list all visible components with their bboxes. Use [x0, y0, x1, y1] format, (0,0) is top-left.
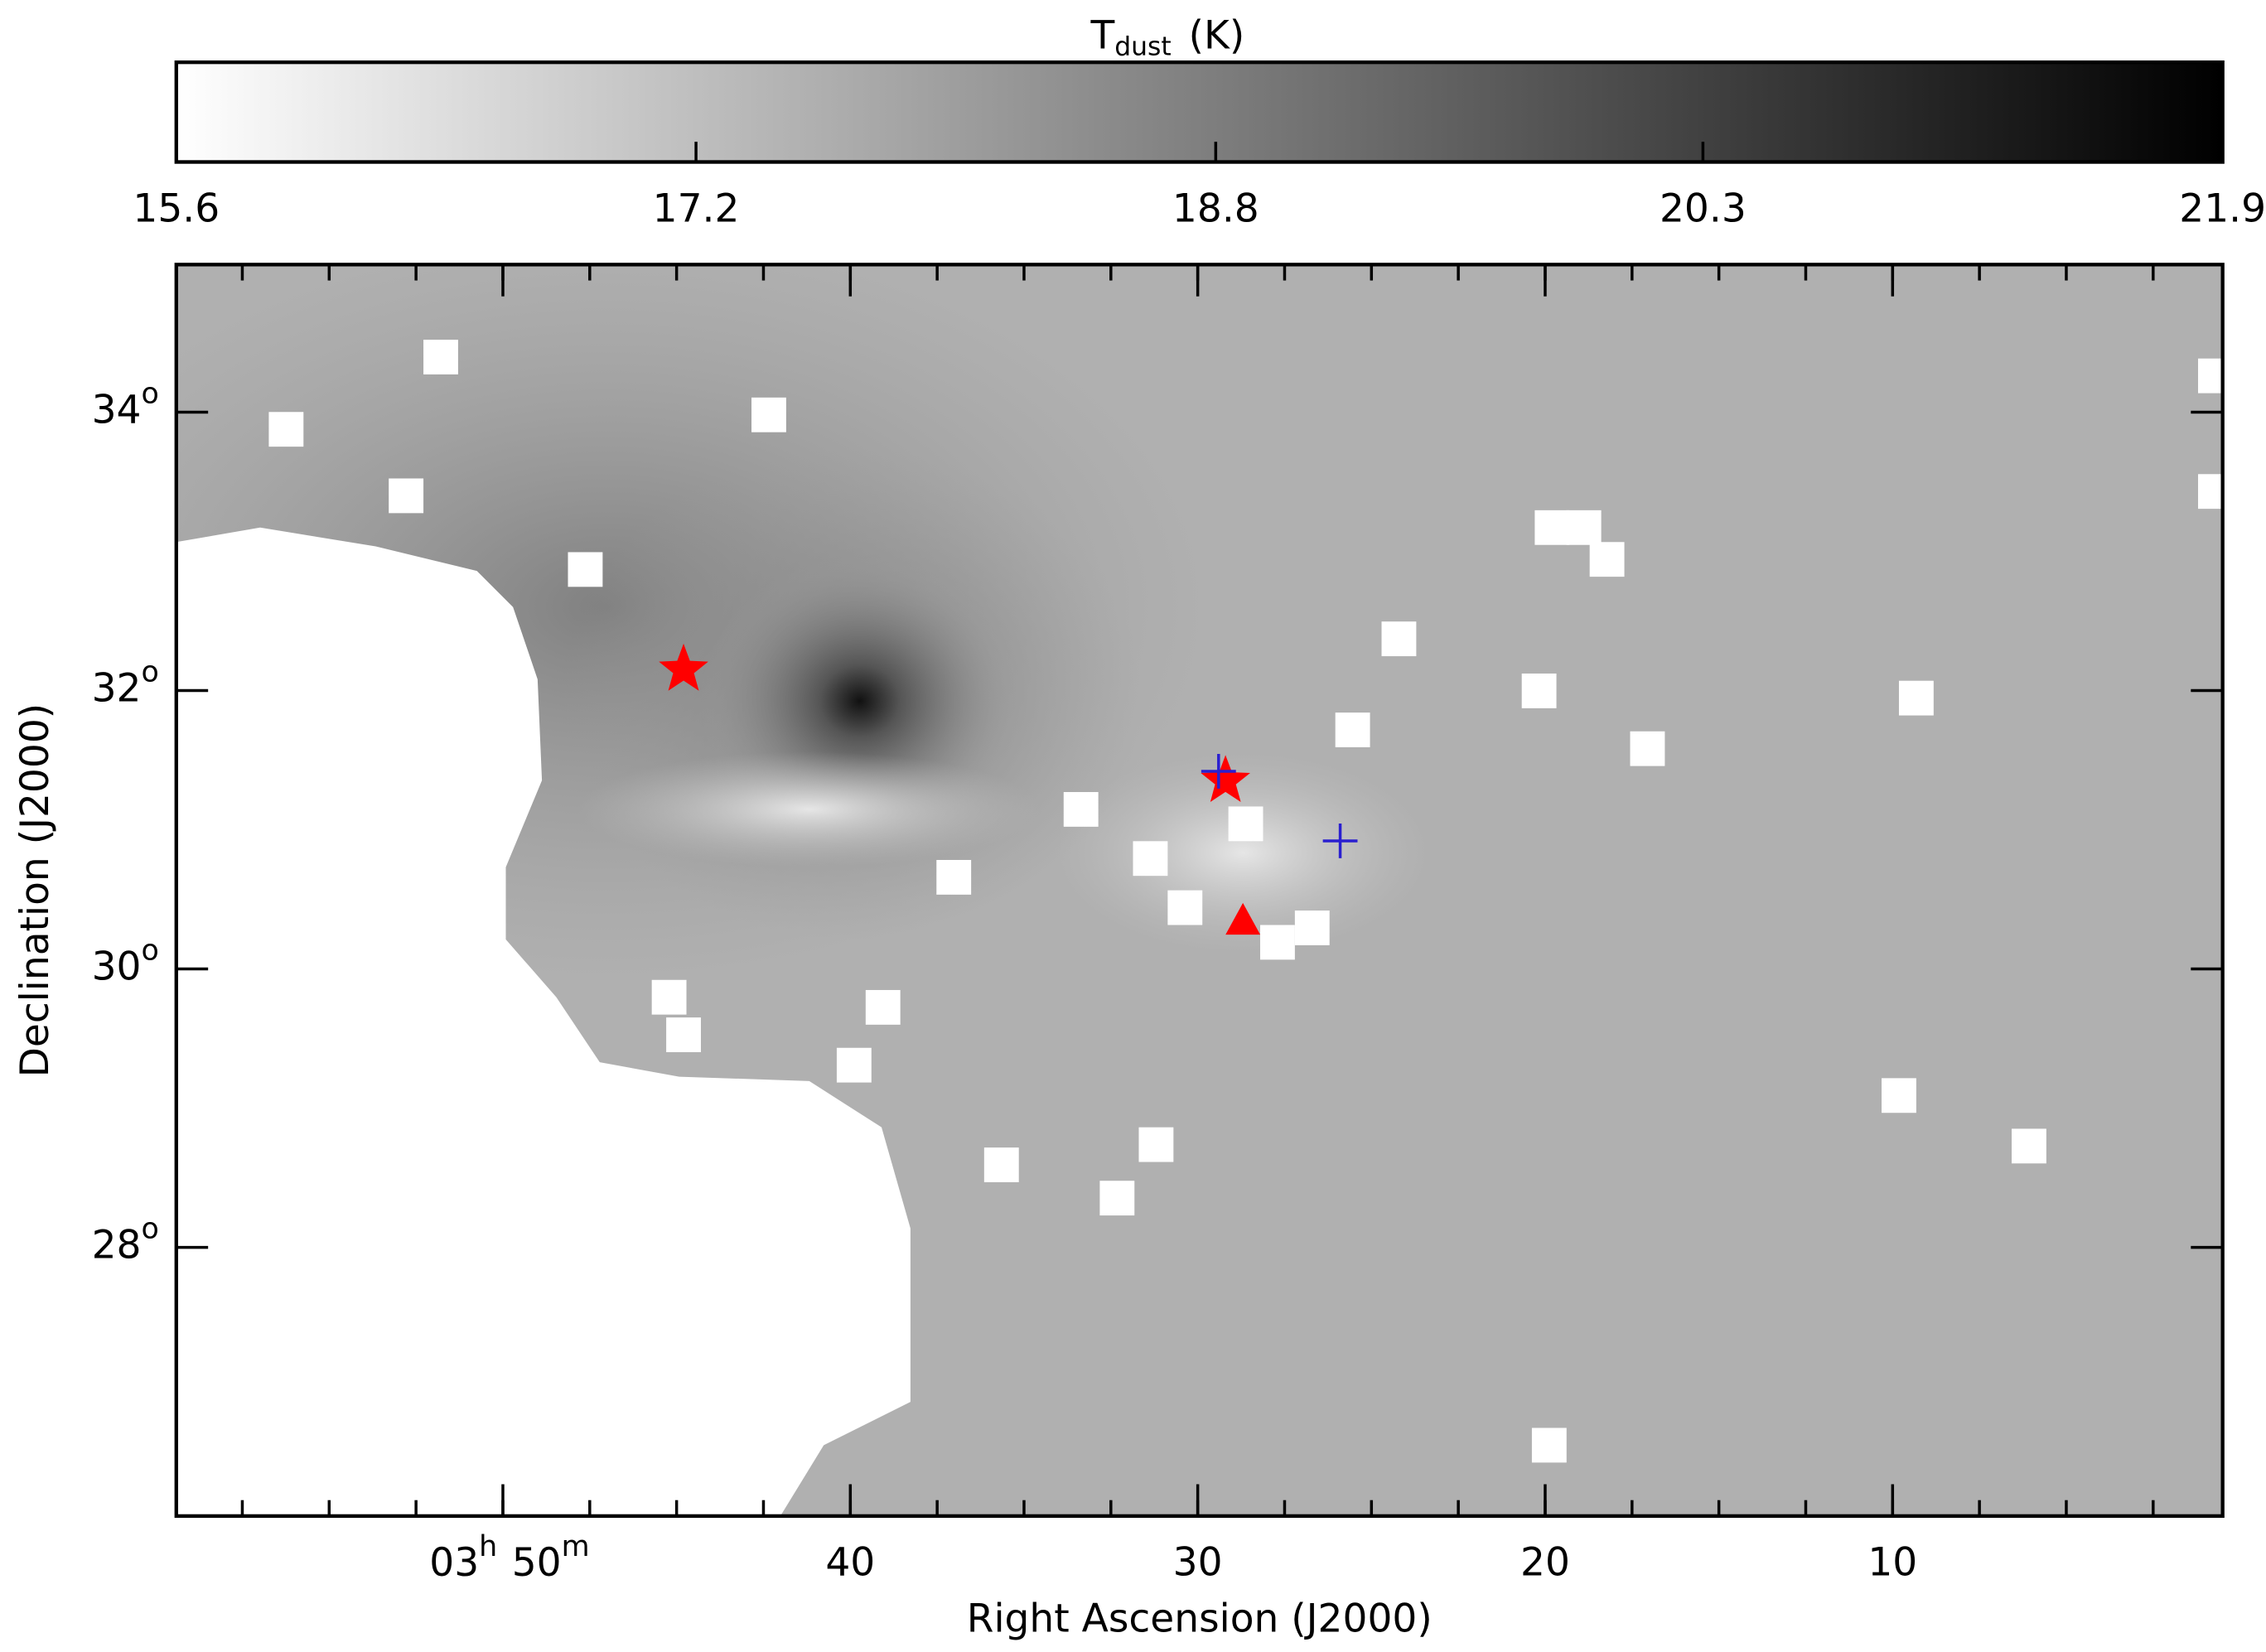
star-marker: [1201, 755, 1250, 803]
x-tick-label: 20: [1520, 1540, 1570, 1586]
x-tick-label: 30: [1173, 1540, 1223, 1586]
triangle-marker: [1225, 902, 1261, 935]
y-tick-label: 32o: [92, 656, 159, 711]
colorbar: [174, 60, 2225, 164]
y-tick-label: 30o: [92, 935, 159, 989]
x-tick-label: 10: [1867, 1540, 1917, 1586]
y-axis-label: Declination (J2000): [12, 703, 58, 1078]
colorbar-tick-label: 21.9: [2179, 186, 2266, 231]
colorbar-tick-label: 17.2: [653, 186, 740, 231]
colorbar-tick-label: 18.8: [1172, 186, 1259, 231]
star-marker: [659, 643, 708, 691]
plus-marker: [1201, 754, 1236, 789]
plus-marker: [1322, 824, 1358, 858]
colorbar-tick-label: 20.3: [1660, 186, 1747, 231]
x-tick-label: 40: [825, 1540, 875, 1586]
x-axis-label: Right Ascension (J2000): [967, 1596, 1433, 1642]
y-tick-label: 28o: [92, 1213, 159, 1268]
temperature-map: [176, 264, 2223, 1516]
colorbar-tick-label: 15.6: [133, 186, 220, 231]
x-tick-label: 03h 50m: [429, 1530, 589, 1585]
colorbar-label: Tdust (K): [1090, 12, 1244, 62]
y-tick-label: 34o: [92, 378, 159, 432]
plot-frame: [174, 263, 2225, 1519]
